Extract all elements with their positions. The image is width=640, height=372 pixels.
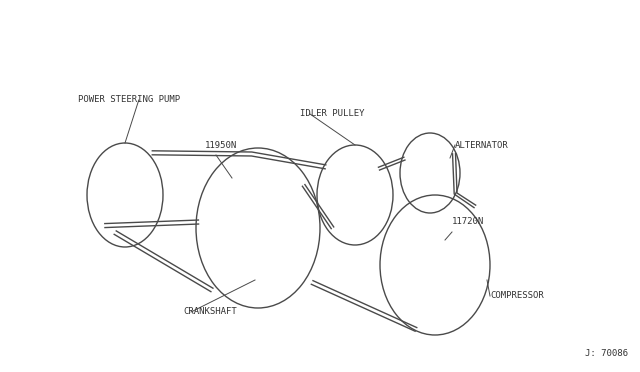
Text: COMPRESSOR: COMPRESSOR (490, 292, 544, 301)
Text: ALTERNATOR: ALTERNATOR (455, 141, 509, 150)
Text: CRANKSHAFT: CRANKSHAFT (183, 308, 237, 317)
Text: POWER STEERING PUMP: POWER STEERING PUMP (78, 96, 180, 105)
Text: 11950N: 11950N (205, 141, 237, 150)
Text: 11720N: 11720N (452, 218, 484, 227)
Text: IDLER PULLEY: IDLER PULLEY (300, 109, 365, 119)
Text: J: 70086: J: 70086 (585, 350, 628, 359)
